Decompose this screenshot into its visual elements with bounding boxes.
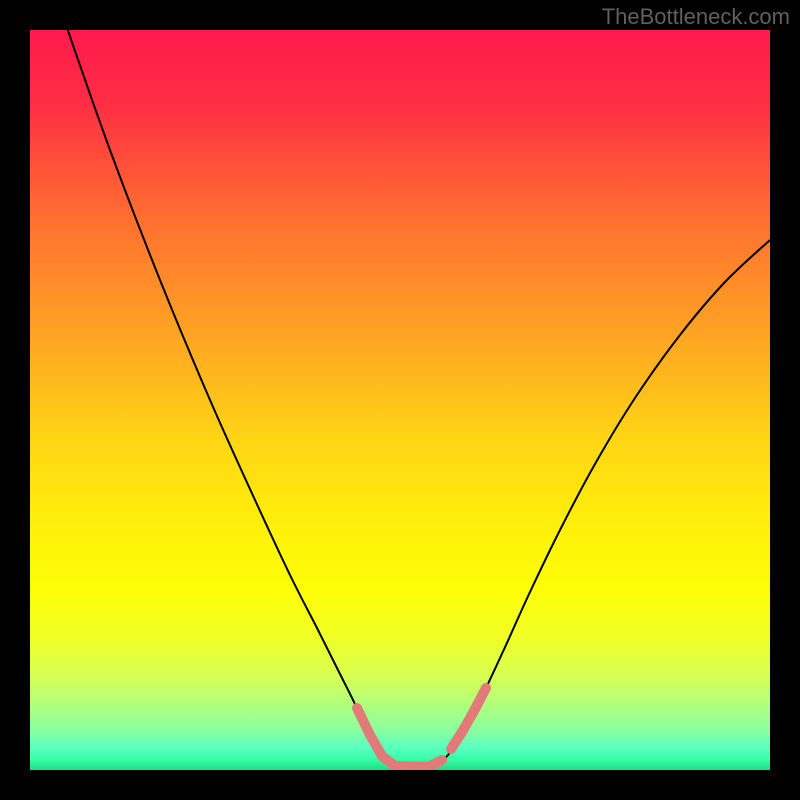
curve-layer xyxy=(30,30,770,770)
marker-overlay xyxy=(357,688,486,767)
v-curve xyxy=(66,30,770,768)
watermark-text: TheBottleneck.com xyxy=(602,4,790,30)
plot-area xyxy=(30,30,770,770)
